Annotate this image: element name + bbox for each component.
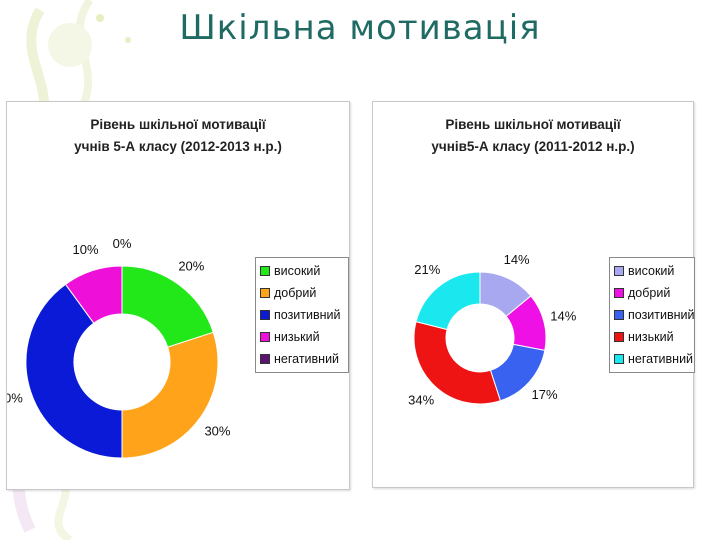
chart-legend: високий добрий позитивний низький негативний bbox=[609, 257, 695, 373]
slice-4 bbox=[64, 265, 123, 324]
donut-chart-2011-2012: 14% 14% 17% 34% 21% bbox=[408, 252, 577, 408]
legend-swatch bbox=[614, 354, 624, 364]
chart-title-line-2: учнів 5-А класу (2012-2013 н.р.) bbox=[74, 139, 282, 154]
chart-panel-2012-2013: Рівень шкільної мотивації учнів 5-А клас… bbox=[6, 101, 350, 490]
legend-item: негативний bbox=[614, 348, 694, 370]
slice-2 bbox=[121, 331, 219, 459]
legend-swatch bbox=[260, 288, 270, 298]
data-label-1: 20% bbox=[178, 259, 204, 274]
legend-item: позитивний bbox=[614, 304, 695, 326]
legend-label: негативний bbox=[628, 352, 694, 366]
chart-title-line-2: учнів5-А класу (2011-2012 н.р.) bbox=[431, 139, 635, 154]
slice-3 bbox=[25, 283, 123, 459]
legend-item: низький bbox=[260, 326, 344, 348]
legend-item: добрий bbox=[260, 282, 344, 304]
chart-title: Рівень шкільної мотивації учнів5-А класу… bbox=[373, 114, 693, 158]
data-label-5: 21% bbox=[414, 262, 440, 277]
legend-label: добрий bbox=[274, 286, 317, 300]
chart-legend: високий добрий позитивний низький негативний bbox=[255, 257, 349, 373]
legend-swatch bbox=[614, 332, 624, 342]
legend-item: добрий bbox=[614, 282, 690, 304]
legend-swatch bbox=[614, 266, 624, 276]
legend-label: високий bbox=[628, 264, 675, 278]
legend-label: позитивний bbox=[274, 308, 341, 322]
data-label-5: 0% bbox=[113, 236, 132, 251]
data-label-3: 17% bbox=[531, 387, 557, 402]
slice-5 bbox=[415, 271, 481, 331]
data-label-4: 34% bbox=[408, 393, 434, 408]
legend-label: негативний bbox=[274, 352, 340, 366]
legend-swatch bbox=[260, 332, 270, 342]
legend-label: добрий bbox=[628, 286, 671, 300]
data-label-1: 14% bbox=[504, 252, 530, 267]
slide-title: Шкільна мотивація bbox=[179, 8, 541, 48]
chart-title-line-1: Рівень шкільної мотивації bbox=[445, 117, 621, 132]
legend-swatch bbox=[614, 288, 624, 298]
legend-label: низький bbox=[274, 330, 320, 344]
legend-item: негативний bbox=[260, 348, 344, 370]
legend-label: позитивний bbox=[628, 308, 695, 322]
legend-label: високий bbox=[274, 264, 321, 278]
legend-item: високий bbox=[260, 260, 344, 282]
slice-1 bbox=[121, 265, 214, 348]
data-label-3: 40% bbox=[7, 390, 23, 405]
legend-swatch bbox=[260, 266, 270, 276]
legend-item: позитивний bbox=[260, 304, 344, 326]
legend-swatch bbox=[260, 354, 270, 364]
legend-item: низький bbox=[614, 326, 690, 348]
data-label-2: 30% bbox=[204, 423, 230, 438]
legend-swatch bbox=[614, 310, 624, 320]
slice-4 bbox=[413, 320, 502, 405]
data-label-2: 14% bbox=[550, 309, 576, 324]
chart-title-line-1: Рівень шкільної мотивації bbox=[90, 117, 266, 132]
legend-item: високий bbox=[614, 260, 690, 282]
chart-panel-2011-2012: Рівень шкільної мотивації учнів5-А класу… bbox=[372, 101, 695, 488]
donut-chart-2012-2013: 20% 30% 40% 10% 0% bbox=[7, 236, 231, 459]
chart-title: Рівень шкільної мотивації учнів 5-А клас… bbox=[7, 114, 349, 158]
legend-swatch bbox=[260, 310, 270, 320]
legend-label: низький bbox=[628, 330, 674, 344]
data-label-4: 10% bbox=[73, 242, 99, 257]
